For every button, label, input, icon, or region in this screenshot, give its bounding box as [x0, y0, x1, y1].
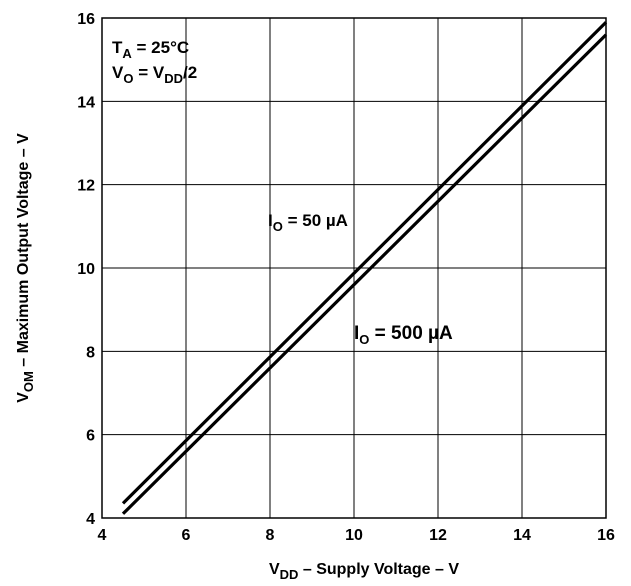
- x-tick-label-16: 16: [597, 527, 615, 544]
- y-tick-label-16: 16: [77, 11, 95, 28]
- y-tick-label-12: 12: [77, 178, 95, 195]
- y-tick-label-14: 14: [77, 94, 95, 111]
- series-layer: [121, 21, 608, 515]
- x-tick-label-10: 10: [345, 527, 363, 544]
- x-tick-label-8: 8: [266, 527, 275, 544]
- y-tick-label-10: 10: [77, 261, 95, 278]
- series-label-50ua: IO = 50 µA: [268, 211, 348, 234]
- tick-labels: 4 6 8 10 12 14 16 4 6 8 10 12 14 16: [77, 11, 615, 544]
- y-tick-label-8: 8: [86, 344, 95, 361]
- y-tick-label-4: 4: [86, 511, 95, 528]
- condition-output-voltage: VO = VDD/2: [112, 63, 197, 86]
- condition-temperature: TA = 25°C: [112, 38, 189, 61]
- series-line-0: [121, 21, 608, 505]
- x-tick-label-4: 4: [98, 527, 107, 544]
- plot-frame: [101, 17, 607, 519]
- x-tick-label-6: 6: [182, 527, 191, 544]
- grid-lines: [101, 17, 607, 519]
- y-axis-title: VOM – Maximum Output Voltage – V: [15, 133, 36, 403]
- x-axis-title: VDD – Supply Voltage – V: [269, 561, 459, 582]
- x-tick-label-12: 12: [429, 527, 447, 544]
- series-label-500ua: IO = 500 µA: [354, 323, 453, 347]
- series-line-1: [121, 33, 608, 515]
- y-tick-label-6: 6: [86, 428, 95, 445]
- x-tick-label-14: 14: [513, 527, 531, 544]
